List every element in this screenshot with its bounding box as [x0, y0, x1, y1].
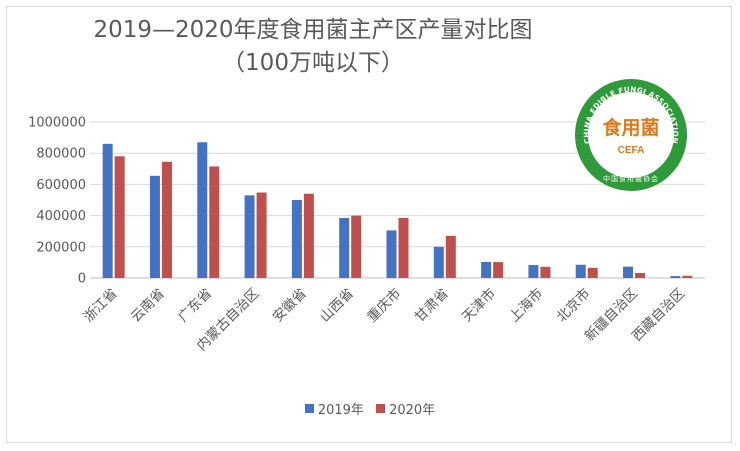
bar-2019 — [102, 143, 113, 278]
bar-2019 — [433, 246, 444, 278]
legend-swatch-2019 — [304, 404, 314, 413]
bar-2020 — [161, 161, 172, 278]
chart-legend: 2019年 2020年 — [0, 399, 740, 418]
bar-2020 — [587, 267, 598, 278]
bar-2019 — [149, 175, 160, 278]
x-tick-label: 甘肃省 — [412, 286, 452, 326]
x-tick-label: 云南省 — [128, 286, 168, 326]
bar-2020 — [209, 166, 220, 278]
bar-2020 — [256, 192, 267, 278]
legend-swatch-2020 — [376, 404, 386, 413]
bar-2019 — [623, 266, 634, 278]
y-tick-label: 600000 — [36, 178, 86, 193]
legend-label-2019: 2019年 — [317, 403, 364, 418]
bar-2019 — [481, 261, 492, 278]
bar-2019 — [244, 195, 255, 278]
logo-inner-disc — [588, 92, 674, 178]
y-tick-label: 0 — [78, 272, 86, 287]
logo-acronym: CEFA — [618, 145, 645, 156]
bar-2019 — [291, 200, 302, 278]
logo-bottom-text: 中国食用菌协会 — [603, 174, 659, 183]
x-tick-label: 上海市 — [506, 285, 547, 326]
chart-frame — [6, 6, 732, 443]
x-tick-label: 重庆市 — [364, 285, 405, 326]
bar-2019 — [575, 264, 586, 278]
cefa-logo: CHINA EDIBLE FUNGI ASSOCIATION 食用菌 CEFA … — [575, 79, 687, 191]
bar-2020 — [398, 217, 409, 278]
x-tick-label: 北京市 — [553, 285, 594, 326]
legend-item-2019: 2019年 — [304, 399, 364, 418]
chart-title-line1: 2019—2020年度食用菌主产区产量对比图 — [93, 17, 533, 43]
y-tick-label: 800000 — [36, 147, 86, 162]
bar-2019 — [197, 142, 208, 278]
bar-2019 — [339, 217, 350, 278]
bar-2019 — [670, 276, 681, 278]
logo-center-glyphs: 食用菌 — [602, 116, 659, 139]
bar-2019 — [528, 265, 539, 278]
bar-2020 — [445, 235, 456, 278]
bar-2020 — [114, 156, 125, 278]
bar-2020 — [493, 262, 504, 278]
bar-2020 — [635, 273, 646, 278]
chart-title: 2019—2020年度食用菌主产区产量对比图 （100万吨以下） — [0, 14, 626, 81]
bar-2020 — [303, 193, 314, 278]
bar-2020 — [682, 275, 693, 278]
legend-item-2020: 2020年 — [376, 399, 435, 418]
bar-2019 — [386, 230, 397, 278]
y-tick-label: 1000000 — [28, 116, 86, 131]
bar-2020 — [540, 266, 551, 278]
x-tick-label: 广东省 — [175, 286, 215, 326]
x-tick-label: 天津市 — [458, 285, 499, 326]
legend-label-2020: 2020年 — [389, 403, 436, 418]
x-tick-label: 山西省 — [317, 286, 357, 326]
x-tick-label: 浙江省 — [81, 286, 121, 326]
y-tick-label: 400000 — [36, 209, 86, 224]
x-tick-label: 安徽省 — [270, 286, 310, 326]
bar-2020 — [351, 215, 362, 278]
chart-title-line2: （100万吨以下） — [222, 50, 404, 77]
y-tick-label: 200000 — [36, 240, 86, 255]
